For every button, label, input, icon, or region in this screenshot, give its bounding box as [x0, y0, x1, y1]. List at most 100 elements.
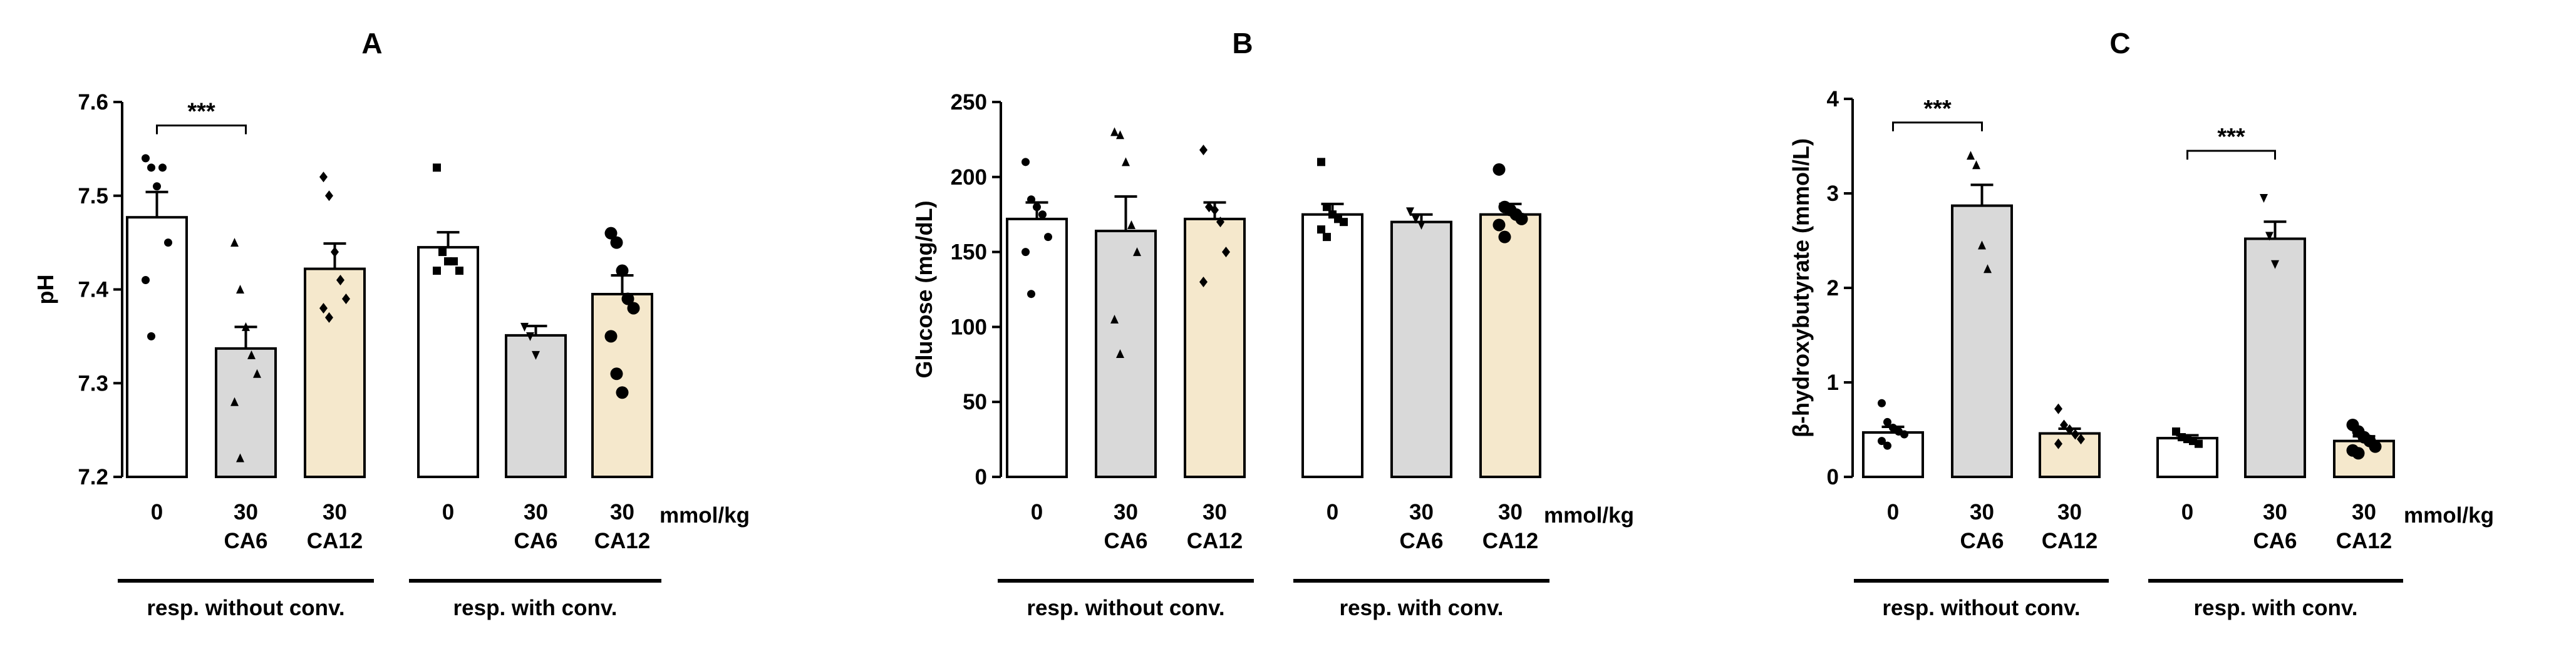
x-tick-label: CA6 [1104, 529, 1147, 553]
x-tick-label: 30 [2352, 500, 2376, 524]
bar [591, 292, 653, 478]
data-point [236, 285, 244, 294]
data-point [325, 312, 333, 323]
data-point [1038, 210, 1047, 219]
data-point [1116, 130, 1124, 140]
data-point [1878, 399, 1886, 407]
y-axis-label: β-hydroxybutyrate (mmol/L) [1788, 138, 1814, 437]
bar [215, 347, 277, 479]
x-tick-label: 30 [1970, 500, 1994, 524]
x-tick-label: CA6 [2253, 529, 2297, 553]
data-point [2271, 260, 2279, 269]
data-point [1972, 160, 1980, 170]
data-point [2369, 440, 2382, 453]
y-tick-label: 1 [1827, 370, 1839, 395]
y-axis-label: Glucose (mg/dL) [911, 200, 937, 378]
unit-label: mmol/kg [2404, 503, 2494, 528]
x-tick-label: 30 [610, 500, 634, 524]
bar [1951, 204, 2013, 478]
data-point [1044, 233, 1052, 242]
bar [126, 216, 188, 478]
bar [1301, 213, 1363, 478]
x-tick-label: 30 [234, 500, 258, 524]
data-point [1133, 247, 1141, 257]
data-point [2352, 447, 2365, 460]
data-point [1515, 212, 1528, 225]
x-tick-label: CA12 [307, 529, 363, 553]
data-point [2054, 438, 2062, 449]
y-tick-label: 250 [951, 90, 987, 115]
x-tick-label: CA12 [1482, 529, 1538, 553]
data-point [1027, 290, 1035, 299]
x-tick-label: CA12 [1187, 529, 1243, 553]
data-point [1211, 205, 1219, 216]
data-point [604, 227, 618, 240]
y-tick-label: 4 [1827, 87, 1839, 111]
data-point [1323, 233, 1331, 242]
data-point [142, 154, 150, 163]
x-tick-label: 30 [1203, 500, 1227, 524]
data-point [2195, 439, 2203, 448]
data-point [1022, 158, 1030, 166]
data-point [2060, 419, 2068, 431]
x-tick-label: 0 [1031, 500, 1043, 524]
data-point [1122, 157, 1130, 166]
data-point [342, 293, 350, 304]
data-point [1978, 240, 1986, 250]
x-tick-label: 0 [1327, 500, 1338, 524]
data-point [230, 397, 239, 406]
x-tick-label: 0 [1887, 500, 1899, 524]
data-point [236, 453, 244, 462]
unit-label: mmol/kg [660, 503, 750, 528]
data-point [1984, 264, 1992, 273]
data-point [2054, 403, 2062, 414]
significance-label: *** [187, 98, 215, 125]
data-point [1883, 441, 1891, 450]
y-axis-label: pH [33, 275, 58, 305]
data-point [1492, 163, 1506, 176]
x-tick-label: CA12 [2336, 529, 2392, 553]
chart-title: B [1232, 27, 1253, 59]
data-point [1027, 195, 1035, 204]
chart-panel-C: C 0 1 2 3 4 β-hydroxybutyrate (mmol/L) 0 30 CA6 30… [1788, 27, 2494, 620]
bar [1390, 220, 1452, 478]
data-point [627, 302, 640, 315]
data-point [2066, 424, 2074, 435]
data-point [433, 267, 441, 275]
data-point [336, 275, 344, 286]
chart-title: A [361, 27, 382, 59]
bar [1479, 213, 1541, 478]
bar [1095, 230, 1157, 478]
data-point [433, 163, 441, 172]
bar [2156, 437, 2218, 479]
bar [304, 267, 366, 478]
data-point [1406, 207, 1414, 217]
unit-label: mmol/kg [1544, 503, 1634, 528]
data-point [520, 322, 529, 332]
group-label: resp. with conv. [453, 596, 618, 620]
data-point [331, 247, 339, 258]
data-point [1492, 218, 1506, 232]
x-tick-label: 30 [1114, 500, 1138, 524]
data-point [1199, 145, 1208, 156]
x-tick-label: 30 [1498, 500, 1523, 524]
data-point [1216, 217, 1224, 228]
data-point [1317, 158, 1325, 166]
data-point [610, 236, 623, 249]
x-tick-label: CA12 [2042, 529, 2098, 553]
x-tick-label: 30 [323, 500, 347, 524]
data-point [2265, 232, 2273, 241]
data-point [604, 330, 618, 343]
data-point [450, 257, 458, 266]
data-point [1199, 277, 1208, 288]
x-tick-label: CA6 [1399, 529, 1443, 553]
data-point [1222, 247, 1230, 258]
data-point [242, 322, 250, 331]
data-point [526, 332, 534, 341]
significance-bracket [2186, 150, 2276, 160]
chart-panel-B: B 0 50 100 150 200 250 Glucose (mg/dL) 0 30 CA6 30 C… [911, 27, 1634, 620]
data-point [616, 386, 629, 399]
bar [1006, 217, 1068, 478]
data-point [616, 264, 629, 277]
